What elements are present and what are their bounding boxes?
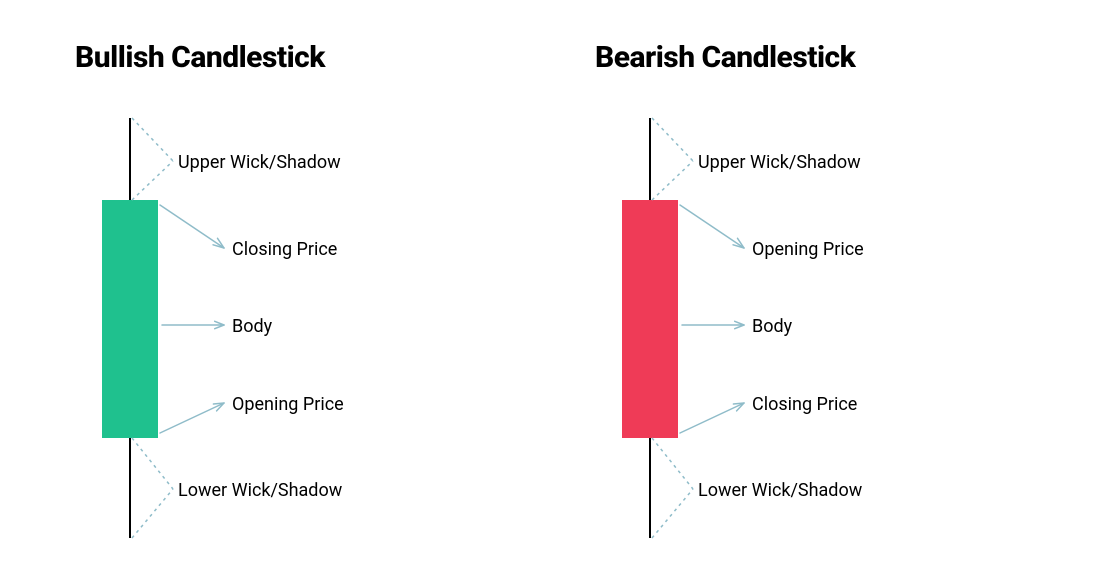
- bearish-upper-wick-label: Upper Wick/Shadow: [698, 152, 861, 173]
- bearish-upper-leader-top: [652, 118, 693, 161]
- bearish-body-label: Body: [752, 316, 792, 337]
- bullish-opening-price-label: Opening Price: [232, 394, 344, 415]
- bearish-lower-wick-label: Lower Wick/Shadow: [698, 480, 862, 501]
- candlestick-diagram: [0, 0, 1100, 564]
- bearish-body-arrow: [682, 321, 744, 328]
- bearish-closing-arrow: [680, 403, 744, 433]
- bullish-upper-wick-label: Upper Wick/Shadow: [178, 152, 341, 173]
- bullish-body-label: Body: [232, 316, 272, 337]
- bullish-closing-price-label: Closing Price: [232, 239, 337, 260]
- bullish-lower-wick-label: Lower Wick/Shadow: [178, 480, 342, 501]
- bullish-opening-arrow: [160, 403, 224, 433]
- bearish-opening-arrow: [680, 205, 744, 248]
- bearish-opening-price-label: Opening Price: [752, 239, 864, 260]
- bullish-upper-leader-bottom: [132, 161, 173, 200]
- bearish-body: [622, 200, 678, 438]
- bullish-lower-leader-top: [132, 438, 173, 489]
- bearish-upper-leader-bottom: [652, 161, 693, 200]
- bullish-closing-arrow: [160, 205, 224, 248]
- bearish-lower-leader-bottom: [652, 489, 693, 538]
- bullish-lower-leader-bottom: [132, 489, 173, 538]
- bearish-lower-leader-top: [652, 438, 693, 489]
- bullish-body: [102, 200, 158, 438]
- bearish-closing-price-label: Closing Price: [752, 394, 857, 415]
- bullish-body-arrow: [162, 321, 224, 328]
- bullish-upper-leader-top: [132, 118, 173, 161]
